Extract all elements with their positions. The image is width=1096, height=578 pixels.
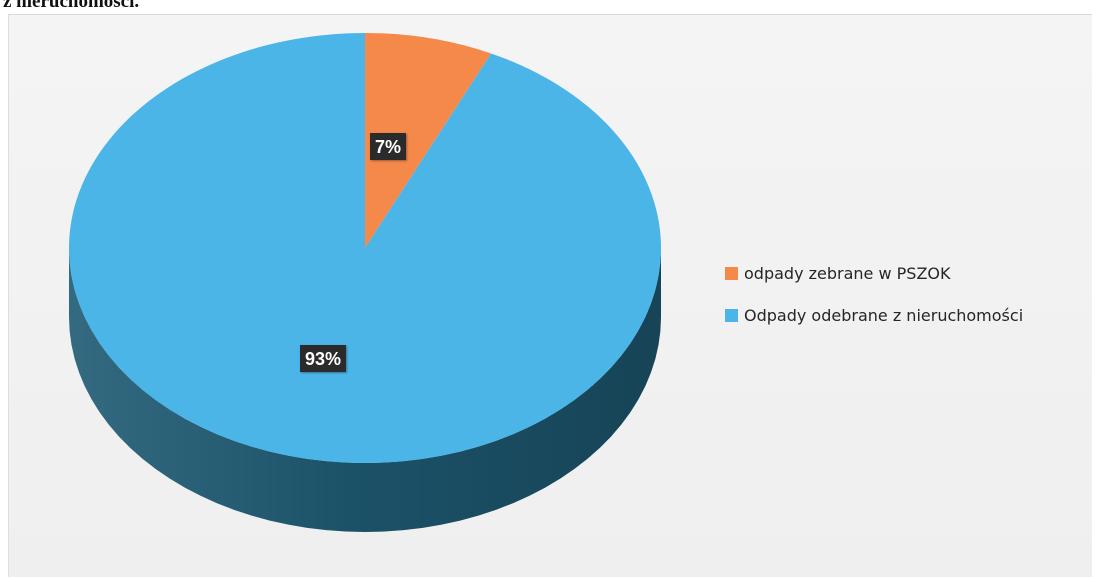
legend-item: odpady zebrane w PSZOK bbox=[725, 263, 1023, 283]
pie-slices bbox=[69, 33, 662, 463]
slice-data-label: 7% bbox=[370, 133, 407, 160]
legend-swatch bbox=[725, 266, 738, 280]
pie-slice-side-shading bbox=[69, 248, 661, 532]
chart-legend: odpady zebrane w PSZOK Odpady odebrane z… bbox=[725, 263, 1023, 347]
heading-fragment: z nieruchomości. bbox=[3, 0, 140, 12]
pie-sides bbox=[69, 248, 661, 532]
pie-slice[interactable] bbox=[365, 33, 492, 248]
slice-data-label: 93% bbox=[300, 345, 347, 372]
legend-label: odpady zebrane w PSZOK bbox=[744, 263, 951, 283]
legend-swatch bbox=[725, 308, 738, 322]
chart-area: 7% 93% odpady zebrane w PSZOK Odpady ode… bbox=[8, 14, 1092, 577]
legend-item: Odpady odebrane z nieruchomości bbox=[725, 305, 1023, 325]
legend-label: Odpady odebrane z nieruchomości bbox=[744, 305, 1024, 325]
pie-chart bbox=[69, 33, 662, 532]
pie-slice[interactable] bbox=[69, 33, 662, 463]
